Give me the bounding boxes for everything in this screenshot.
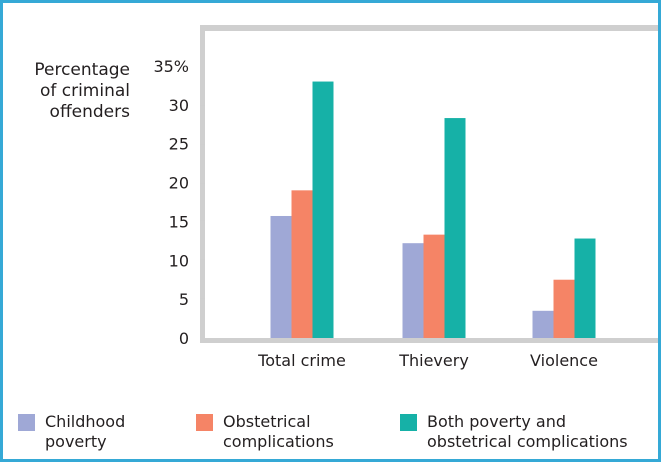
legend-swatch-both <box>400 414 417 431</box>
y-axis-label-line-1: Percentage <box>34 60 130 80</box>
legend-label-line: complications <box>223 432 334 451</box>
legend-swatch-obstetrical-complications <box>196 414 213 431</box>
bar <box>574 238 596 338</box>
bar <box>270 215 292 338</box>
y-tick-label: 30 <box>169 96 189 115</box>
legend-label-both: Both poverty and obstetrical complicatio… <box>427 412 628 452</box>
bar <box>402 243 424 338</box>
y-tick-label: 35% <box>153 57 189 76</box>
legend-label-line: Both poverty and <box>427 412 567 431</box>
bar <box>291 190 313 338</box>
y-axis-label-line-2: of criminal <box>39 81 130 101</box>
y-tick-label: 20 <box>169 174 189 193</box>
legend-label-childhood-poverty: Childhood poverty <box>45 412 125 452</box>
legend-label-line: poverty <box>45 432 107 451</box>
y-tick-label: 15 <box>169 212 189 231</box>
y-tick-label: 0 <box>179 329 189 348</box>
bar <box>444 118 466 338</box>
legend-label-line: Childhood <box>45 412 126 431</box>
legend-swatch-childhood-poverty <box>18 414 35 431</box>
legend-label-line: obstetrical complications <box>427 432 628 451</box>
x-tick-label: Total crime <box>257 351 346 370</box>
y-axis-label: Percentage of criminal offenders <box>14 60 130 123</box>
y-axis-label-line-3: offenders <box>49 102 130 122</box>
x-tick-label: Violence <box>530 351 598 370</box>
y-tick-label: 25 <box>169 135 189 154</box>
x-tick-label: Thievery <box>398 351 469 370</box>
bar <box>312 81 334 339</box>
y-tick-label: 5 <box>179 290 189 309</box>
bar <box>423 234 445 338</box>
bar <box>532 310 554 338</box>
y-tick-label: 10 <box>169 251 189 270</box>
legend-label-line: Obstetrical <box>223 412 311 431</box>
bar <box>553 279 575 338</box>
legend-label-obstetrical-complications: Obstetrical complications <box>223 412 334 452</box>
